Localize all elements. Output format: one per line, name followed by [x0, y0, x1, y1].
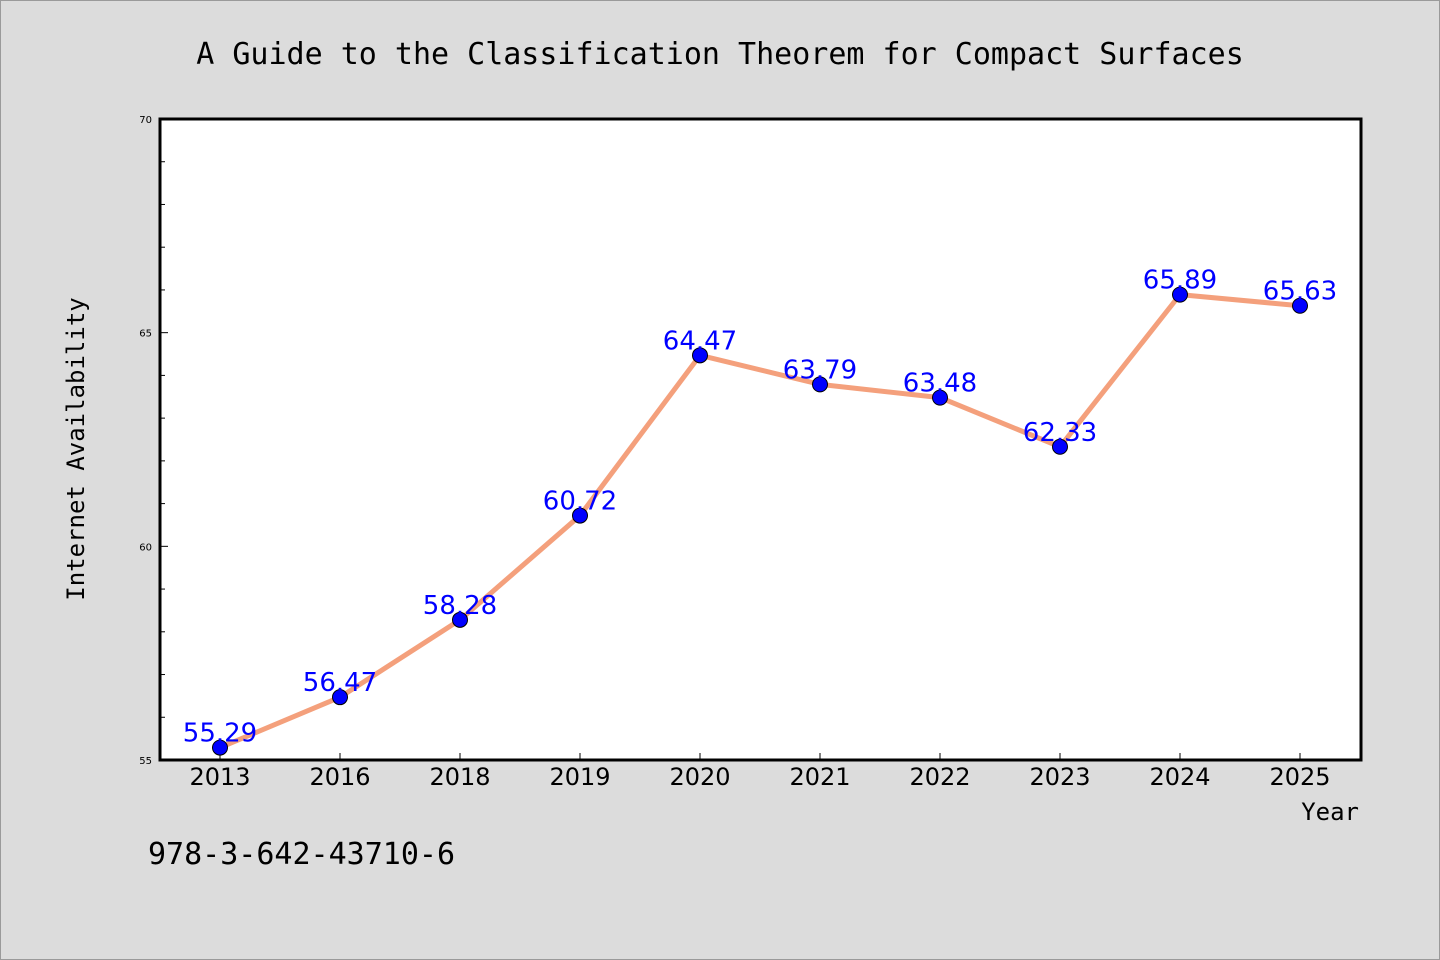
- series-group: 55.29 56.47 58.28 60.72 64.47 63.79 63.48 62.33…: [183, 266, 1337, 756]
- data-label: 63.48: [903, 369, 977, 399]
- chart-title: A Guide to the Classification Theorem fo…: [196, 37, 1244, 72]
- x-tick-label: 2025: [1269, 763, 1330, 791]
- data-label: 63.79: [783, 355, 857, 385]
- plot-area: [158, 117, 1363, 762]
- x-tick-label: 2019: [549, 763, 610, 791]
- y-tick-label: 65: [139, 329, 152, 340]
- data-point: [932, 389, 948, 406]
- data-point: [692, 347, 708, 364]
- x-axis: 2013 2016 2018 2019 2020 2021 2022 2023 2024 2025: [189, 753, 1331, 791]
- data-point: [572, 507, 588, 524]
- data-point: [212, 739, 228, 756]
- data-point: [812, 376, 828, 393]
- data-label: 58.28: [423, 591, 497, 621]
- isbn-text: 978-3-642-43710-6: [148, 837, 455, 872]
- data-label: 65.89: [1143, 266, 1217, 296]
- data-point: [1292, 297, 1308, 314]
- x-tick-label: 2020: [669, 763, 730, 791]
- x-tick-label: 2022: [909, 763, 970, 791]
- series-line: [217, 292, 1303, 751]
- y-tick-label: 55: [139, 756, 152, 767]
- x-tick-label: 2023: [1029, 763, 1090, 791]
- data-label: 62.33: [1023, 418, 1097, 448]
- x-axis-label: Year: [1301, 798, 1359, 826]
- y-axis: 55 60 65 70: [139, 115, 168, 767]
- x-tick-label: 2016: [309, 763, 370, 791]
- y-tick-label: 60: [139, 542, 152, 553]
- data-point: [1172, 286, 1188, 303]
- x-tick-label: 2018: [429, 763, 490, 791]
- data-point: [332, 689, 348, 706]
- data-point: [1052, 438, 1068, 455]
- data-label: 55.29: [183, 719, 257, 749]
- data-label: 64.47: [663, 326, 737, 356]
- data-label: 65.63: [1263, 277, 1337, 307]
- data-label: 56.47: [303, 668, 377, 698]
- x-tick-label: 2024: [1149, 763, 1210, 791]
- data-label: 60.72: [543, 487, 617, 517]
- x-tick-label: 2013: [189, 763, 250, 791]
- y-axis-label: Internet Availability: [62, 297, 90, 600]
- y-tick-label: 70: [139, 115, 152, 126]
- x-tick-label: 2021: [789, 763, 850, 791]
- data-point: [452, 611, 468, 628]
